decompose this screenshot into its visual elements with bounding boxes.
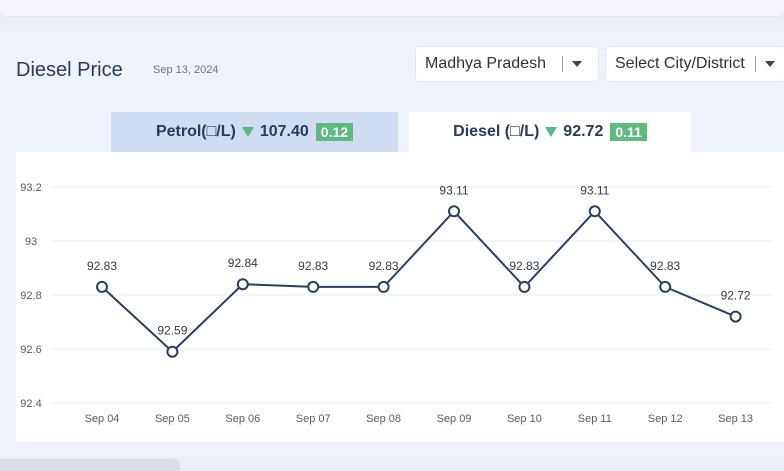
tab-petrol[interactable]: Petrol(□/L) 107.40 0.12 — [111, 112, 398, 152]
series-line — [101, 209, 736, 354]
data-point — [377, 280, 390, 293]
data-label: 92.59 — [157, 324, 187, 338]
y-tick-label: 92.6 — [20, 344, 41, 356]
data-point — [588, 205, 601, 218]
chevron-down-icon — [571, 61, 582, 67]
state-select-value: Madhya Pradesh — [425, 55, 546, 72]
data-point — [448, 205, 460, 218]
price-line-chart: 93.2 93 92.8 92.6 92.4 Sep 04 Sep 05 Sep 06 Sep … — [20, 182, 772, 425]
x-tick-label: Sep 11 — [578, 413, 612, 425]
diesel-tab-label: Diesel (□/L) — [453, 123, 540, 140]
tab-diesel[interactable]: Diesel (□/L) 92.72 0.11 — [409, 112, 691, 152]
y-tick-label: 93.2 — [20, 182, 41, 194]
diesel-change-badge: 0.11 — [610, 123, 647, 141]
x-tick-label: Sep 07 — [296, 413, 331, 425]
x-tick-label: Sep 06 — [225, 413, 260, 425]
city-select[interactable]: Select City/District — [606, 47, 784, 81]
petrol-price: 107.40 — [259, 123, 309, 140]
chevron-down-icon — [764, 61, 775, 67]
data-point — [518, 280, 531, 293]
diesel-price: 92.72 — [563, 123, 604, 140]
data-label: 92.83 — [298, 259, 328, 273]
city-select-value: Select City/District — [615, 55, 745, 72]
data-label: 92.83 — [509, 259, 539, 273]
x-tick-label: Sep 09 — [437, 413, 472, 425]
down-arrow-icon — [241, 127, 254, 137]
data-point — [166, 345, 179, 358]
x-tick-label: Sep 10 — [507, 413, 542, 425]
down-arrow-icon — [545, 127, 558, 137]
data-point — [307, 280, 320, 293]
data-label: 92.84 — [228, 256, 258, 270]
data-label: 92.83 — [650, 259, 680, 273]
data-point — [236, 278, 249, 291]
city-select-separator — [754, 56, 756, 72]
x-tick-label: Sep 12 — [648, 413, 683, 425]
chart-card: 93.2 93 92.8 92.6 92.4 Sep 04 Sep 05 Sep 06 Sep … — [16, 152, 784, 442]
y-tick-label: 93 — [25, 236, 37, 248]
data-label: 93.11 — [439, 183, 468, 197]
data-label: 93.11 — [580, 183, 609, 197]
price-date: Sep 13, 2024 — [153, 64, 219, 76]
data-label: 92.83 — [87, 259, 117, 273]
data-point — [659, 280, 672, 293]
x-tick-label: Sep 13 — [718, 413, 753, 425]
data-point — [96, 280, 108, 293]
data-label: 92.72 — [721, 289, 751, 303]
state-select[interactable]: Madhya Pradesh — [416, 47, 598, 81]
x-tick-label: Sep 05 — [155, 413, 190, 425]
x-tick-label: Sep 08 — [366, 413, 401, 425]
page-title: Diesel Price — [16, 59, 123, 81]
top-card — [0, 0, 784, 17]
data-label: 92.83 — [369, 259, 399, 273]
y-tick-label: 92.4 — [20, 398, 41, 410]
petrol-change-badge: 0.12 — [315, 123, 354, 141]
petrol-tab-label: Petrol(□/L) — [155, 123, 236, 140]
state-select-separator — [561, 56, 563, 72]
y-tick-label: 92.8 — [20, 290, 41, 302]
bottom-card — [0, 459, 180, 471]
x-tick-label: Sep 04 — [85, 413, 120, 425]
data-point — [729, 310, 742, 323]
